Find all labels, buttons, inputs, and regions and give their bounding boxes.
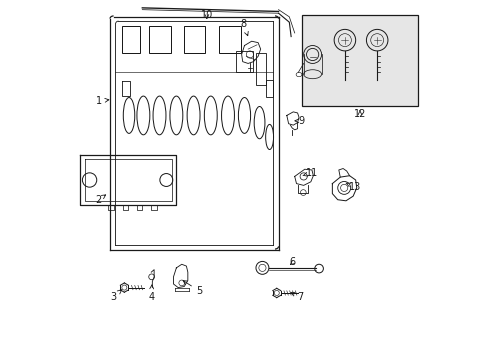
Text: 11: 11 xyxy=(303,168,317,178)
Text: 6: 6 xyxy=(289,257,295,267)
Text: 5: 5 xyxy=(183,280,203,296)
Text: 9: 9 xyxy=(294,116,305,126)
Bar xyxy=(122,26,140,53)
Bar xyxy=(236,51,252,72)
Bar xyxy=(183,26,204,53)
Text: 8: 8 xyxy=(240,19,248,36)
Text: 13: 13 xyxy=(346,182,360,192)
Bar xyxy=(255,53,266,85)
FancyBboxPatch shape xyxy=(301,15,418,107)
Text: 1: 1 xyxy=(95,96,109,106)
Text: 12: 12 xyxy=(353,109,366,119)
Text: 7: 7 xyxy=(290,292,303,302)
Bar xyxy=(149,26,171,53)
Bar xyxy=(219,26,241,53)
Text: 2: 2 xyxy=(95,195,105,205)
Text: 10: 10 xyxy=(200,10,213,20)
Text: 4: 4 xyxy=(148,285,154,302)
Text: 3: 3 xyxy=(110,290,122,302)
Bar xyxy=(265,81,273,96)
